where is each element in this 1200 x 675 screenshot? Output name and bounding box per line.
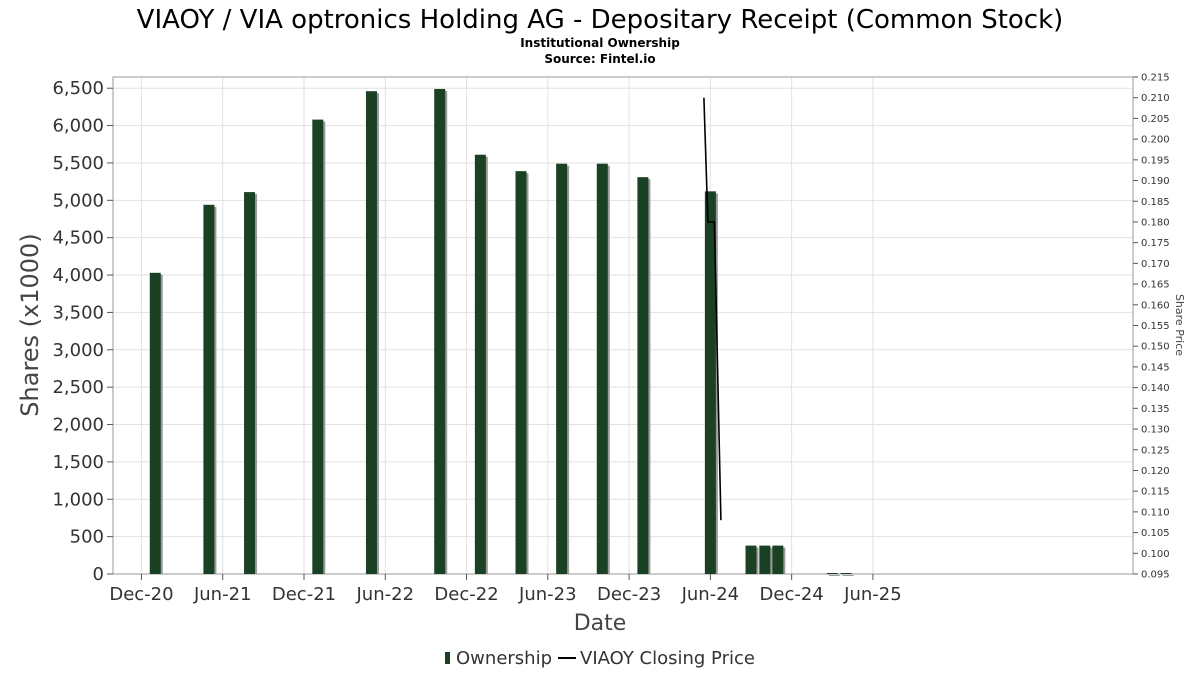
chart-subtitle: Institutional Ownership: [520, 36, 680, 50]
y2-tick-label: 0.165: [1141, 280, 1170, 291]
y2-tick-label: 0.150: [1141, 342, 1170, 353]
chart-source: Source: Fintel.io: [544, 52, 655, 66]
y2-tick-label: 0.110: [1141, 507, 1170, 518]
y-axis-left: 0 500 1,000 1,500 2,000 2,500 3,000 3,500 4,000 4…: [52, 78, 113, 585]
y2-tick-label: 0.125: [1141, 445, 1170, 456]
y2-tick-label: 0.170: [1141, 259, 1170, 270]
y-tick-label: 4,500: [52, 228, 104, 249]
legend-swatch-ownership: [445, 652, 451, 664]
y-tick-label: 4,000: [52, 265, 104, 286]
x-tick-label: Dec-20: [109, 584, 173, 605]
y-tick-label: 6,500: [52, 78, 104, 99]
y-tick-label: 2,500: [52, 377, 104, 398]
y2-axis-label: Share Price: [1173, 294, 1186, 356]
y2-tick-label: 0.120: [1141, 466, 1170, 477]
ownership-bar: [759, 545, 771, 574]
x-tick-label: Jun-25: [843, 584, 902, 605]
y2-tick-label: 0.190: [1141, 176, 1170, 187]
y-tick-label: 2,000: [52, 415, 104, 436]
y-axis-right: 0.095 0.100 0.105 0.110 0.115 0.120 0.125 0.130…: [1133, 73, 1170, 581]
ownership-bar: [474, 154, 486, 574]
x-tick-label: Jun-24: [681, 584, 740, 605]
ownership-bar: [704, 191, 716, 575]
y-tick-label: 5,500: [52, 153, 104, 174]
y2-tick-label: 0.130: [1141, 425, 1170, 436]
x-tick-label: Jun-23: [518, 584, 577, 605]
y2-tick-label: 0.105: [1141, 528, 1170, 539]
legend-swatch-price: [558, 657, 577, 659]
y2-tick-label: 0.145: [1141, 362, 1170, 373]
ownership-bar: [745, 545, 757, 574]
y2-tick-label: 0.160: [1141, 300, 1170, 311]
x-tick-label: Dec-23: [597, 584, 661, 605]
ownership-bar: [149, 272, 161, 574]
y-tick-label: 5,000: [52, 190, 104, 211]
ownership-bar: [826, 573, 838, 574]
y-tick-label: 1,000: [52, 489, 104, 510]
y2-tick-label: 0.155: [1141, 321, 1170, 332]
y2-tick-label: 0.215: [1141, 73, 1170, 84]
ownership-bar: [772, 545, 784, 574]
y2-tick-label: 0.185: [1141, 197, 1170, 208]
y-tick-label: 3,000: [52, 340, 104, 361]
x-axis: Dec-20 Jun-21 Dec-21 Jun-22 Dec-22 Jun-23 Dec-…: [109, 574, 902, 605]
x-axis-label: Date: [574, 611, 627, 636]
y2-tick-label: 0.175: [1141, 238, 1170, 249]
ownership-bar: [637, 177, 649, 574]
y-tick-label: 0: [93, 564, 104, 585]
y-tick-label: 1,500: [52, 452, 104, 473]
ownership-bar: [203, 204, 215, 575]
x-tick-label: Jun-21: [193, 584, 252, 605]
chart-legend: Ownership VIAOY Closing Price: [0, 647, 1200, 669]
ownership-bar: [244, 192, 256, 575]
y-tick-label: 6,000: [52, 116, 104, 137]
y2-tick-label: 0.180: [1141, 217, 1170, 228]
y-tick-label: 3,500: [52, 302, 104, 323]
x-tick-label: Dec-22: [434, 584, 498, 605]
y-tick-label: 500: [70, 527, 104, 548]
ownership-bar-shadow: [828, 575, 840, 576]
ownership-bar: [434, 88, 446, 575]
x-tick-label: Jun-22: [356, 584, 415, 605]
y2-tick-label: 0.210: [1141, 93, 1170, 104]
y-axis-label: Shares (x1000): [16, 233, 44, 416]
chart-title: VIAOY / VIA optronics Holding AG - Depos…: [137, 5, 1064, 35]
price-line-group: [703, 97, 722, 521]
y2-tick-label: 0.135: [1141, 404, 1170, 415]
ownership-bar: [596, 163, 608, 574]
ownership-bar: [312, 119, 324, 574]
legend-label-price: VIAOY Closing Price: [580, 647, 755, 669]
ownership-bar-shadow: [842, 575, 854, 576]
y2-tick-label: 0.140: [1141, 383, 1170, 394]
ownership-bar: [365, 91, 377, 574]
legend-label-ownership: Ownership: [456, 647, 553, 669]
ownership-bars: [149, 88, 854, 576]
price-line: [703, 97, 722, 521]
y2-tick-label: 0.195: [1141, 155, 1170, 166]
y2-tick-label: 0.115: [1141, 487, 1170, 498]
y2-tick-label: 0.205: [1141, 114, 1170, 125]
x-tick-label: Dec-21: [272, 584, 336, 605]
y2-tick-label: 0.100: [1141, 549, 1170, 560]
gridlines: [113, 77, 1133, 575]
x-tick-label: Dec-24: [760, 584, 824, 605]
y2-tick-label: 0.095: [1141, 570, 1170, 581]
ownership-bar: [840, 573, 852, 574]
y2-tick-label: 0.200: [1141, 135, 1170, 146]
ownership-bar: [556, 163, 568, 574]
ownership-bar: [515, 171, 527, 574]
